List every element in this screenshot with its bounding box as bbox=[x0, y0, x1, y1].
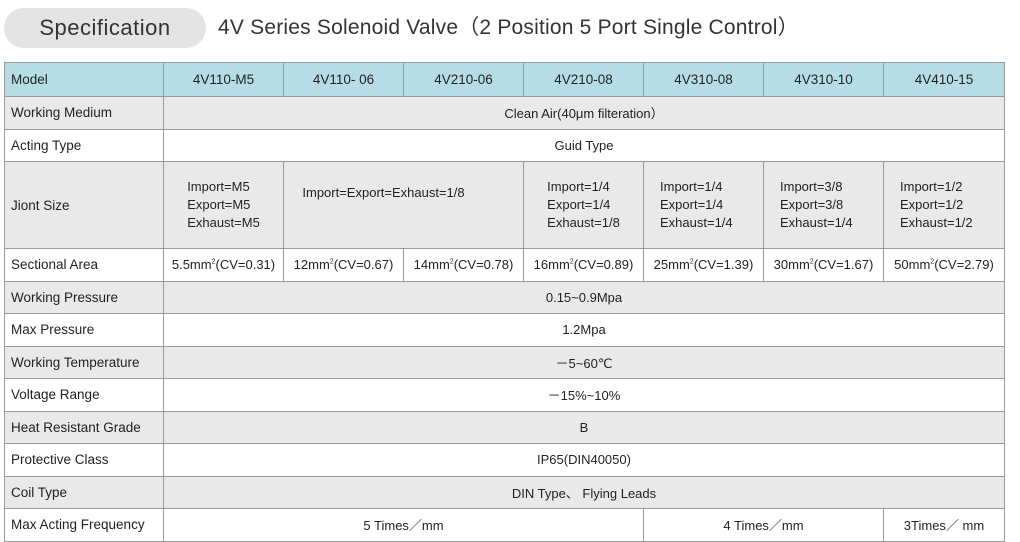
area-cell: 14mm2(CV=0.78) bbox=[403, 248, 524, 282]
row-label: Coil Type bbox=[4, 475, 164, 509]
max-pressure-row: Max Pressure 1.2Mpa bbox=[4, 313, 1005, 347]
model-cell: 4V110- 06 bbox=[283, 62, 404, 97]
row-label: Acting Type bbox=[4, 128, 164, 162]
row-label: Protective Class bbox=[4, 443, 164, 477]
model-cell: 4V310-10 bbox=[763, 62, 884, 97]
value-cell: Import=3/8 Export=3/8 Exhaust=1/4 bbox=[763, 161, 884, 249]
value-cell: Import=1/2 Export=1/2 Exhaust=1/2 bbox=[883, 161, 1005, 249]
area-cell: 5.5mm2(CV=0.31) bbox=[163, 248, 284, 282]
model-row: Model 4V110-M5 4V110- 06 4V210-06 4V210-… bbox=[4, 62, 1005, 97]
port-size-list: Import=1/4 Export=1/4 Exhaust=1/8 bbox=[547, 178, 620, 232]
value-cell: DIN Type、 Flying Leads bbox=[163, 475, 1005, 509]
port-size-item: Exhaust=1/8 bbox=[547, 215, 620, 230]
jiont-size-row: Jiont Size Import=M5 Export=M5 Exhaust=M… bbox=[4, 161, 1005, 249]
heat-resistant-grade-row: Heat Resistant Grade B bbox=[4, 410, 1005, 444]
model-cell: 4V310-08 bbox=[643, 62, 764, 97]
row-label: Working Temperature bbox=[4, 345, 164, 379]
working-medium-row: Working Medium Clean Air(40μm filteratio… bbox=[4, 96, 1005, 130]
row-label: Working Medium bbox=[4, 96, 164, 130]
header: Specification 4V Series Solenoid Valve（2… bbox=[4, 8, 1014, 48]
value-cell: －5~60℃ bbox=[163, 345, 1005, 379]
value-cell: 4 Times／mm bbox=[643, 508, 884, 542]
area-cell: 30mm2(CV=1.67) bbox=[763, 248, 884, 282]
area-cell: 25mm2(CV=1.39) bbox=[643, 248, 764, 282]
sectional-area-row: Sectional Area 5.5mm2(CV=0.31) 12mm2(CV=… bbox=[4, 248, 1005, 282]
area-cell: 16mm2(CV=0.89) bbox=[523, 248, 644, 282]
port-size-item: Import=3/8 bbox=[780, 179, 843, 194]
specification-badge: Specification bbox=[4, 8, 206, 48]
voltage-range-row: Voltage Range －15%~10% bbox=[4, 378, 1005, 412]
specification-table: Model 4V110-M5 4V110- 06 4V210-06 4V210-… bbox=[4, 62, 1005, 542]
model-cell: 4V410-15 bbox=[883, 62, 1005, 97]
document-title: 4V Series Solenoid Valve（2 Position 5 Po… bbox=[218, 16, 799, 39]
port-size-item: Import=M5 bbox=[187, 179, 250, 194]
value-cell: Import=M5 Export=M5 Exhaust=M5 bbox=[163, 161, 284, 249]
port-size-item: Exhaust=1/2 bbox=[900, 215, 973, 230]
row-label: Working Pressure bbox=[4, 280, 164, 314]
row-label: Max Pressure bbox=[4, 313, 164, 347]
row-label: Max Acting Frequency bbox=[4, 508, 164, 542]
row-label: Model bbox=[4, 62, 164, 97]
area-cell: 12mm2(CV=0.67) bbox=[283, 248, 404, 282]
area-cell: 50mm2(CV=2.79) bbox=[883, 248, 1005, 282]
value-cell: Import=1/4 Export=1/4 Exhaust=1/4 bbox=[643, 161, 764, 249]
port-size-item: Import=1/4 bbox=[660, 179, 723, 194]
model-cell: 4V210-08 bbox=[523, 62, 644, 97]
value-cell: 1.2Mpa bbox=[163, 313, 1005, 347]
port-size-item: Exhaust=1/4 bbox=[780, 215, 853, 230]
row-label: Heat Resistant Grade bbox=[4, 410, 164, 444]
port-size-list: Import=M5 Export=M5 Exhaust=M5 bbox=[187, 178, 260, 232]
port-size-item: Export=3/8 bbox=[780, 197, 844, 212]
value-cell: 5 Times／mm bbox=[163, 508, 644, 542]
port-size-item: Export=1/4 bbox=[547, 197, 611, 212]
value-cell: Import=Export=Exhaust=1/8 bbox=[283, 161, 524, 249]
value-cell: IP65(DIN40050) bbox=[163, 443, 1005, 477]
port-size-item: Exhaust=1/4 bbox=[660, 215, 733, 230]
port-size-item: Import=1/2 bbox=[900, 179, 963, 194]
working-pressure-row: Working Pressure 0.15~0.9Mpa bbox=[4, 280, 1005, 314]
port-size-item: Import=1/4 bbox=[547, 179, 610, 194]
working-temperature-row: Working Temperature －5~60℃ bbox=[4, 345, 1005, 379]
value-cell: 0.15~0.9Mpa bbox=[163, 280, 1005, 314]
model-cell: 4V210-06 bbox=[403, 62, 524, 97]
max-acting-frequency-row: Max Acting Frequency 5 Times／mm 4 Times／… bbox=[4, 508, 1005, 542]
value-cell: Clean Air(40μm filteration） bbox=[163, 96, 1005, 130]
row-label: Voltage Range bbox=[4, 378, 164, 412]
value-cell: Guid Type bbox=[163, 128, 1005, 162]
model-cell: 4V110-M5 bbox=[163, 62, 284, 97]
port-size-list: Import=1/4 Export=1/4 Exhaust=1/4 bbox=[644, 178, 733, 232]
value-cell: －15%~10% bbox=[163, 378, 1005, 412]
acting-type-row: Acting Type Guid Type bbox=[4, 128, 1005, 162]
port-size-item: Export=1/4 bbox=[660, 197, 724, 212]
port-size-list: Import=1/2 Export=1/2 Exhaust=1/2 bbox=[884, 178, 973, 232]
port-size-item: Exhaust=M5 bbox=[187, 215, 260, 230]
row-label: Sectional Area bbox=[4, 248, 164, 282]
port-size-item: Export=1/2 bbox=[900, 197, 964, 212]
port-size-item: Export=M5 bbox=[187, 197, 251, 212]
port-size-list: Import=3/8 Export=3/8 Exhaust=1/4 bbox=[764, 178, 853, 232]
row-label: Jiont Size bbox=[4, 161, 164, 249]
protective-class-row: Protective Class IP65(DIN40050) bbox=[4, 443, 1005, 477]
value-cell: Import=1/4 Export=1/4 Exhaust=1/8 bbox=[523, 161, 644, 249]
value-cell: B bbox=[163, 410, 1005, 444]
value-cell: 3Times／ mm bbox=[883, 508, 1005, 542]
coil-type-row: Coil Type DIN Type、 Flying Leads bbox=[4, 475, 1005, 509]
